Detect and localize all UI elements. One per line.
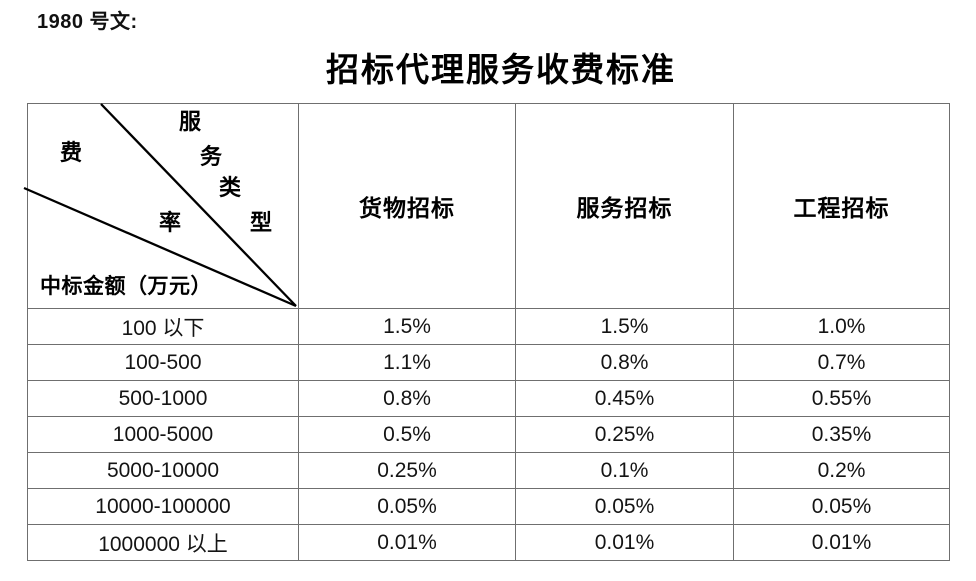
row-label: 5000-10000 xyxy=(27,452,299,489)
row-label: 10000-100000 xyxy=(27,488,299,525)
rate-cell: 1.5% xyxy=(298,308,516,345)
table-row: 100 以下 1.5% 1.5% 1.0% xyxy=(27,308,950,345)
row-label: 1000000 以上 xyxy=(27,524,299,561)
rate-cell: 0.05% xyxy=(515,488,734,525)
rate-cell: 0.8% xyxy=(298,380,516,417)
table-row: 500-1000 0.8% 0.45% 0.55% xyxy=(27,380,950,417)
table-row: 100-500 1.1% 0.8% 0.7% xyxy=(27,344,950,381)
diagonal-corner-cell: 服 务 类 型 费 率 中标金额（万元） xyxy=(23,103,299,309)
row-label: 1000-5000 xyxy=(27,416,299,453)
rate-cell: 0.05% xyxy=(298,488,516,525)
rate-cell: 1.0% xyxy=(733,308,950,345)
rate-cell: 1.1% xyxy=(298,344,516,381)
rate-cell: 0.01% xyxy=(515,524,734,561)
doc-ref: 1980 号文: xyxy=(37,11,138,33)
rate-cell: 0.45% xyxy=(515,380,734,417)
rate-cell: 0.35% xyxy=(733,416,950,453)
table-row: 10000-100000 0.05% 0.05% 0.05% xyxy=(27,488,950,525)
rate-cell: 0.2% xyxy=(733,452,950,489)
table-row: 5000-10000 0.25% 0.1% 0.2% xyxy=(27,452,950,489)
rate-cell: 0.1% xyxy=(515,452,734,489)
rate-cell: 1.5% xyxy=(515,308,734,345)
corner-char-service-4: 型 xyxy=(250,210,273,235)
rate-cell: 0.8% xyxy=(515,344,734,381)
corner-char-rate: 率 xyxy=(159,210,182,235)
col-header-goods: 货物招标 xyxy=(298,103,516,309)
table-row: 1000000 以上 0.01% 0.01% 0.01% xyxy=(27,524,950,561)
rate-cell: 0.01% xyxy=(298,524,516,561)
rate-cell: 0.25% xyxy=(298,452,516,489)
rate-cell: 0.05% xyxy=(733,488,950,525)
diagonal-lines xyxy=(23,103,297,308)
corner-bottom-label: 中标金额（万元） xyxy=(40,274,212,298)
rate-cell: 0.7% xyxy=(733,344,950,381)
row-label: 100-500 xyxy=(27,344,299,381)
corner-char-fee: 费 xyxy=(60,140,83,165)
fee-table: 服 务 类 型 费 率 中标金额（万元） 货物招标 服务招标 工程招标 100 … xyxy=(23,103,950,561)
corner-char-service-2: 务 xyxy=(200,144,223,169)
table-header-row: 服 务 类 型 费 率 中标金额（万元） 货物招标 服务招标 工程招标 xyxy=(23,103,950,309)
rate-cell: 0.5% xyxy=(298,416,516,453)
page-title: 招标代理服务收费标准 xyxy=(326,53,676,89)
rate-cell: 0.55% xyxy=(733,380,950,417)
rate-cell: 0.25% xyxy=(515,416,734,453)
rate-cell: 0.01% xyxy=(733,524,950,561)
col-header-service: 服务招标 xyxy=(515,103,734,309)
table-row: 1000-5000 0.5% 0.25% 0.35% xyxy=(27,416,950,453)
col-header-engineering: 工程招标 xyxy=(733,103,950,309)
corner-char-service-1: 服 xyxy=(179,109,202,134)
row-label: 100 以下 xyxy=(27,308,299,345)
row-label: 500-1000 xyxy=(27,380,299,417)
corner-char-service-3: 类 xyxy=(219,175,242,200)
